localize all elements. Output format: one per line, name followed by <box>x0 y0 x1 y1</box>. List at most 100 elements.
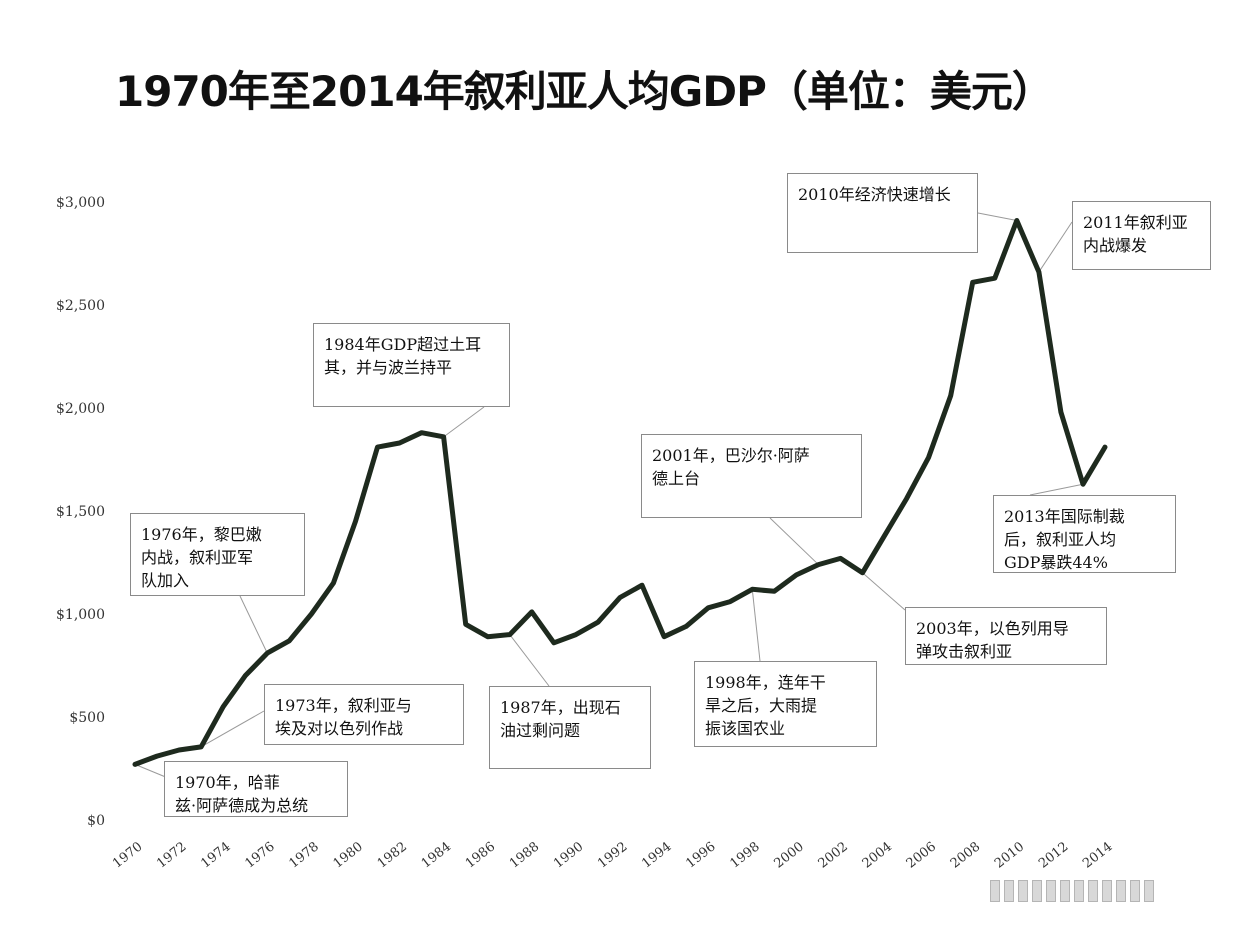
annotation-leader-line <box>200 710 265 748</box>
annotation-leaders <box>134 212 1084 779</box>
annotation-text-line: 后，叙利亚人均 <box>1004 530 1117 549</box>
data-point <box>1037 270 1041 274</box>
data-point <box>486 635 490 639</box>
data-point <box>353 519 357 523</box>
annotation-text-line: 1984年GDP超过土耳 <box>324 335 482 354</box>
x-tick-label: 1992 <box>595 839 630 871</box>
annotation-leader-line <box>443 406 485 438</box>
data-point <box>376 445 379 449</box>
series-line-gdp-per-capita <box>132 218 1108 767</box>
data-point <box>596 620 600 624</box>
x-tick-label: 2002 <box>816 839 851 871</box>
y-tick-label: $2,000 <box>56 401 105 417</box>
data-point <box>199 745 203 749</box>
y-tick-label: $1,000 <box>56 607 105 623</box>
data-point <box>221 705 225 709</box>
data-point <box>133 762 137 766</box>
data-point <box>442 435 446 439</box>
annotation-text-line: 旱之后，大雨提 <box>705 696 818 715</box>
y-tick-label: $0 <box>87 813 105 829</box>
x-tick-label: 1984 <box>419 839 454 871</box>
x-tick-label: 1976 <box>242 839 277 871</box>
data-point <box>177 748 181 752</box>
annotation-box: 1973年，叙利亚与 埃及对以色列作战 <box>264 684 464 745</box>
data-point <box>530 610 534 614</box>
data-point <box>420 431 424 435</box>
annotation-text-line: 油过剩问题 <box>500 721 581 740</box>
x-tick-label: 2006 <box>904 839 939 871</box>
data-point <box>552 641 556 645</box>
image-placeholder-icon <box>1074 880 1084 902</box>
image-placeholder-icon <box>1032 880 1042 902</box>
annotation-text-line: 1998年，连年干 <box>705 673 826 692</box>
x-tick-label: 2010 <box>992 839 1027 871</box>
x-axis: 1970 1972 1974 1976 1978 1980 1982 1984 1986 1988… <box>110 839 1115 871</box>
annotation-leader-line <box>862 572 906 611</box>
annotation-text-line: 埃及对以色列作战 <box>275 719 404 738</box>
annotation-text-line: 1987年，出现石 <box>500 698 621 717</box>
annotation-text-line: 1976年，黎巴嫩 <box>141 525 262 544</box>
annotation-text-line: 1973年，叙利亚与 <box>275 696 412 715</box>
annotation-box: 1984年GDP超过土耳 其，并与波兰持平 <box>313 323 510 407</box>
x-tick-label: 1978 <box>287 839 322 871</box>
y-tick-label: $2,500 <box>56 298 105 314</box>
y-tick-label: $1,500 <box>56 504 105 520</box>
data-point <box>1059 410 1063 414</box>
x-tick-label: 1970 <box>110 839 145 871</box>
annotation-box: 2001年，巴沙尔·阿萨 德上台 <box>641 434 862 518</box>
annotation-text-line: 2013年国际制裁 <box>1004 507 1125 526</box>
data-point <box>1081 482 1085 486</box>
data-point <box>398 441 402 445</box>
data-point <box>816 563 820 567</box>
annotation-box: 1970年，哈菲 兹·阿萨德成为总统 <box>164 761 348 817</box>
data-point <box>883 534 887 538</box>
x-tick-label: 1994 <box>639 839 674 871</box>
x-tick-label: 1998 <box>727 839 762 871</box>
data-point <box>794 573 798 577</box>
data-point <box>684 624 688 628</box>
data-points <box>133 219 1107 766</box>
annotation-text-line: 德上台 <box>652 469 701 488</box>
chart-title: 1970年至2014年叙利亚人均GDP（单位：美元） <box>115 67 1054 116</box>
annotation-text-line: 内战，叙利亚军 <box>141 548 254 567</box>
data-point <box>927 455 931 459</box>
image-placeholder-icon <box>1004 880 1014 902</box>
data-point <box>861 571 864 575</box>
image-placeholder-icon <box>1144 880 1154 902</box>
annotation-leader-line <box>751 589 761 662</box>
x-tick-label: 2008 <box>948 839 983 871</box>
data-point <box>508 633 512 637</box>
data-point <box>838 556 842 560</box>
annotation-text-line: 1970年，哈菲 <box>175 773 280 792</box>
annotation-text-line: GDP暴跌44% <box>1004 553 1108 572</box>
data-point <box>949 394 953 398</box>
data-point <box>618 596 622 600</box>
annotation-text-line: 2010年经济快速增长 <box>798 185 951 204</box>
y-tick-label: $3,000 <box>56 195 105 211</box>
data-point <box>1015 219 1019 223</box>
y-axis: $0 $500 $1,000 $1,500 $2,000 $2,500 $3,000 <box>56 195 105 829</box>
image-placeholder-icon <box>1130 880 1140 902</box>
y-tick-label: $500 <box>69 710 105 726</box>
data-point <box>1103 445 1107 449</box>
data-point <box>750 587 754 591</box>
annotation-leader-line <box>134 763 169 779</box>
data-point <box>464 622 468 626</box>
data-point <box>331 581 335 585</box>
annotation-text-line: 2001年，巴沙尔·阿萨 <box>652 446 810 465</box>
x-tick-label: 1980 <box>331 839 366 871</box>
data-point <box>265 651 269 655</box>
data-point <box>243 674 247 678</box>
annotation-leader-line <box>769 517 819 565</box>
x-tick-label: 1986 <box>463 839 498 871</box>
data-point <box>574 633 578 637</box>
image-placeholder-icon <box>1018 880 1028 902</box>
annotation-text-line: 2003年，以色列用导 <box>916 619 1069 638</box>
annotation-box: 1998年，连年干 旱之后，大雨提 振该国农业 <box>694 661 877 747</box>
data-point <box>728 600 732 604</box>
annotation-box: 2011年叙利亚 内战爆发 <box>1072 201 1211 270</box>
annotation-text-line: 振该国农业 <box>705 719 786 738</box>
data-point <box>287 639 291 643</box>
annotation-leader-line <box>977 212 1017 222</box>
